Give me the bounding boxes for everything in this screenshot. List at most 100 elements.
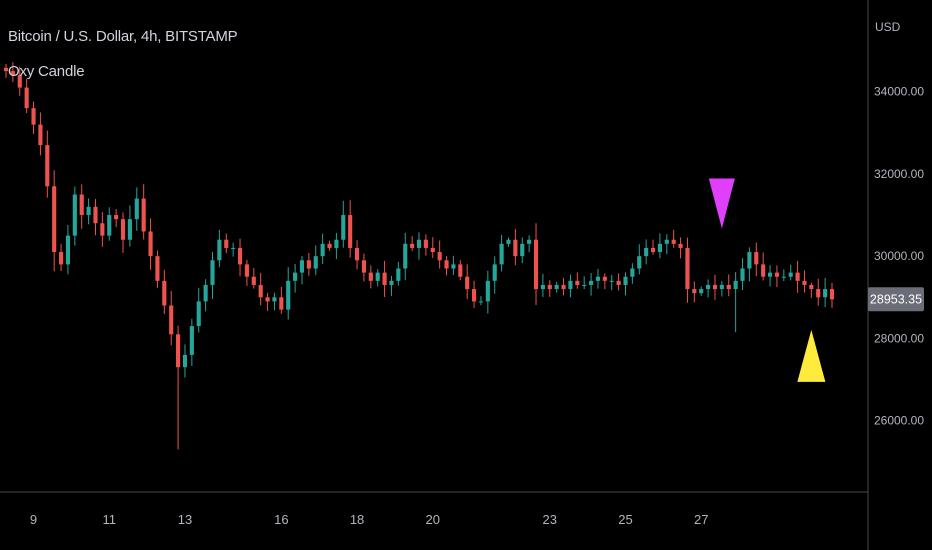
candle [272,292,277,311]
candle-body [45,145,50,187]
price-tick-label: 26000.00 [874,414,924,428]
candle-body [341,215,346,240]
candle [217,229,222,268]
candle-body [120,219,126,240]
candle [334,232,339,260]
candle-body [747,252,752,269]
candle [155,250,160,288]
candle-body [561,284,566,290]
candle [210,251,215,299]
indicator-name[interactable]: Oxy Candle [8,63,85,80]
candle-body [396,268,401,281]
candle [389,275,394,296]
candle-body [272,297,277,302]
candle [699,286,704,297]
candle [410,236,415,251]
candle [575,272,580,289]
candle-body [38,124,43,146]
candle [602,273,607,290]
candle [286,267,291,320]
candle-body [575,280,580,285]
candle-body [72,194,77,236]
candle [189,318,194,366]
candle [299,256,305,285]
candle-body [513,239,518,257]
candle-body [375,272,380,281]
candle-body [100,223,105,236]
candle-body [65,235,71,265]
candle [829,283,835,308]
candle [114,208,119,228]
candle-body [24,87,29,109]
candle [176,325,181,450]
candle [38,112,43,156]
candle [382,260,387,297]
time-tick-label: 9 [30,512,37,527]
candle-body [31,108,36,125]
candle [609,275,614,291]
candle [224,233,229,254]
candle-body [299,260,305,273]
signal-markers [708,178,826,382]
candle [540,273,545,297]
candle [657,233,662,259]
candle [671,229,676,248]
candle-body [182,354,188,368]
candle [554,281,559,293]
candle [499,234,504,272]
candle [692,281,697,303]
candle-body [403,243,408,269]
candles-layer [3,62,835,450]
candle-body [609,280,614,282]
candle [72,186,77,246]
candle-body [224,239,229,248]
candle [24,78,29,114]
candle [719,280,724,297]
candle [368,265,373,289]
candle-body [169,305,174,335]
candle-body [134,198,139,220]
candle-body [595,276,601,281]
candle-body [389,280,394,285]
candle [478,296,484,306]
candle [313,245,318,276]
candle [795,261,800,293]
price-axis-ticks: 34000.00 32000.00 30000.00 28000.00 26000.00 [874,85,924,428]
candle [403,232,408,281]
candle [354,240,360,270]
candle [134,187,139,231]
candle-body [657,243,662,253]
candle [761,252,766,281]
candle-body [231,247,236,249]
candle-body [293,272,298,281]
candle [644,239,649,265]
candle [306,252,311,276]
candle [809,282,814,298]
time-tick-label: 27 [694,512,708,527]
candle-body [141,198,146,232]
candle [265,292,270,311]
candle-body [196,301,201,327]
candle-body [327,243,332,248]
candle [79,184,84,229]
candle-body [533,239,539,290]
candle [196,287,201,333]
candle-body [706,284,711,290]
candle-body [630,268,635,277]
candle-body [244,264,249,277]
candle-body [361,260,366,273]
candle-body [795,272,800,281]
candle-body [602,276,607,281]
candle-body [637,256,642,269]
currency-label: USD [875,20,901,34]
candle-body [767,272,773,277]
candle [120,212,126,253]
candle [513,229,518,266]
candle-body [802,280,807,285]
candle [492,256,497,294]
candle [231,242,236,257]
candle [141,184,146,240]
candle [533,223,539,306]
candle [396,261,401,286]
